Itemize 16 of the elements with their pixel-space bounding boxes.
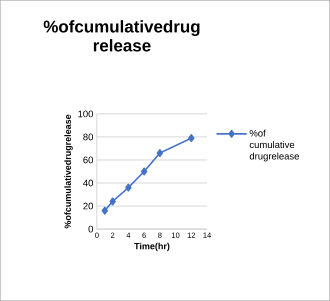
y-tick-label: 0 [88,226,94,232]
point [102,206,108,215]
y-tick-label: 80 [83,134,94,140]
point [109,197,116,206]
y-tick-label: 100 [78,110,94,118]
y-tick-label: 40 [83,180,94,186]
point [125,184,132,192]
point [188,134,195,142]
y-tick-label: 20 [83,202,94,210]
chart-title: %ofcumulativedrug release [44,20,200,52]
legend-label: %of cumulative drugrelease [250,130,299,162]
y-axis-title: %ofcumulativedrugrelease [64,114,73,228]
point [140,168,148,176]
y-tick-label: 60 [83,156,94,164]
x-axis-title: Time(hr) [134,242,170,252]
point [156,149,164,158]
